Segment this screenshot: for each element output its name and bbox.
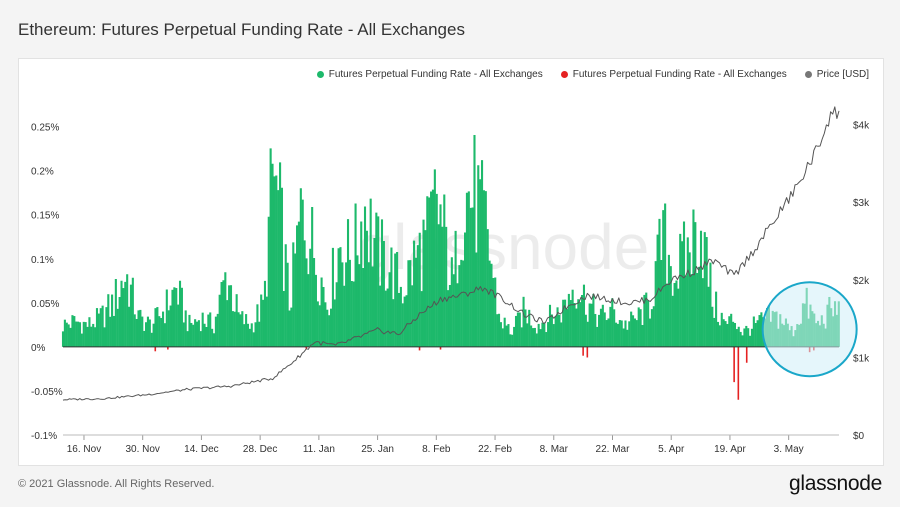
y-right-tick-label: $1k <box>853 353 870 364</box>
legend-label-positive: Futures Perpetual Funding Rate - All Exc… <box>328 69 543 80</box>
x-tick-label: 8. Feb <box>422 444 451 455</box>
x-tick-label: 3. May <box>774 444 804 455</box>
y-left-tick-label: -0.05% <box>31 387 63 398</box>
legend-dot-positive <box>316 71 324 78</box>
x-tick-label: 22. Mar <box>596 444 631 455</box>
legend-item-price[interactable]: Price [USD] <box>804 69 869 80</box>
glassnode-logo: glassnode <box>788 472 882 495</box>
legend-label-negative: Futures Perpetual Funding Rate - All Exc… <box>572 69 787 80</box>
chart-legend: Futures Perpetual Funding Rate - All Exc… <box>316 69 869 80</box>
x-tick-label: 16. Nov <box>67 444 101 455</box>
y-right-tick-label: $0 <box>853 431 865 442</box>
y-left-tick-label: 0.05% <box>31 299 59 310</box>
legend-dot-price <box>804 71 812 78</box>
x-tick-label: 28. Dec <box>243 444 277 455</box>
x-tick-label: 22. Feb <box>478 444 512 455</box>
x-tick-label: 11. Jan <box>303 444 335 455</box>
chart-panel: Futures Perpetual Funding Rate - All Exc… <box>18 58 884 466</box>
watermark-text: glassnode <box>358 211 650 283</box>
x-tick-label: 25. Jan <box>361 444 394 455</box>
price-line <box>62 106 840 401</box>
legend-dot-negative <box>560 71 568 78</box>
y-right-tick-label: $2k <box>853 276 870 287</box>
y-left-tick-label: 0.15% <box>31 211 59 222</box>
y-left-tick-label: 0% <box>31 343 46 354</box>
x-tick-label: 19. Apr <box>714 444 746 455</box>
x-tick-label: 5. Apr <box>658 444 685 455</box>
funding-rate-chart: glassnode 0.25% 0.2% 0.15% 0.1% 0.05% 0% -0.05%… <box>31 106 870 455</box>
y-right-tick-label: $3k <box>853 198 870 209</box>
highlight-circle <box>761 281 858 378</box>
y-left-tick-label: -0.1% <box>31 431 57 442</box>
x-tick-label: 8. Mar <box>540 444 569 455</box>
x-tick-label: 30. Nov <box>125 444 159 455</box>
legend-item-positive[interactable]: Futures Perpetual Funding Rate - All Exc… <box>316 69 543 80</box>
legend-label-price: Price [USD] <box>816 69 869 80</box>
chart-title: Ethereum: Futures Perpetual Funding Rate… <box>18 20 465 39</box>
y-left-tick-label: 0.1% <box>31 255 54 266</box>
copyright-text: © 2021 Glassnode. All Rights Reserved. <box>18 478 215 490</box>
x-tick-label: 14. Dec <box>184 444 218 455</box>
y-right-tick-label: $4k <box>853 121 870 132</box>
y-left-tick-label: 0.2% <box>31 167 54 178</box>
legend-item-negative[interactable]: Futures Perpetual Funding Rate - All Exc… <box>560 69 787 80</box>
y-left-tick-label: 0.25% <box>31 123 59 134</box>
